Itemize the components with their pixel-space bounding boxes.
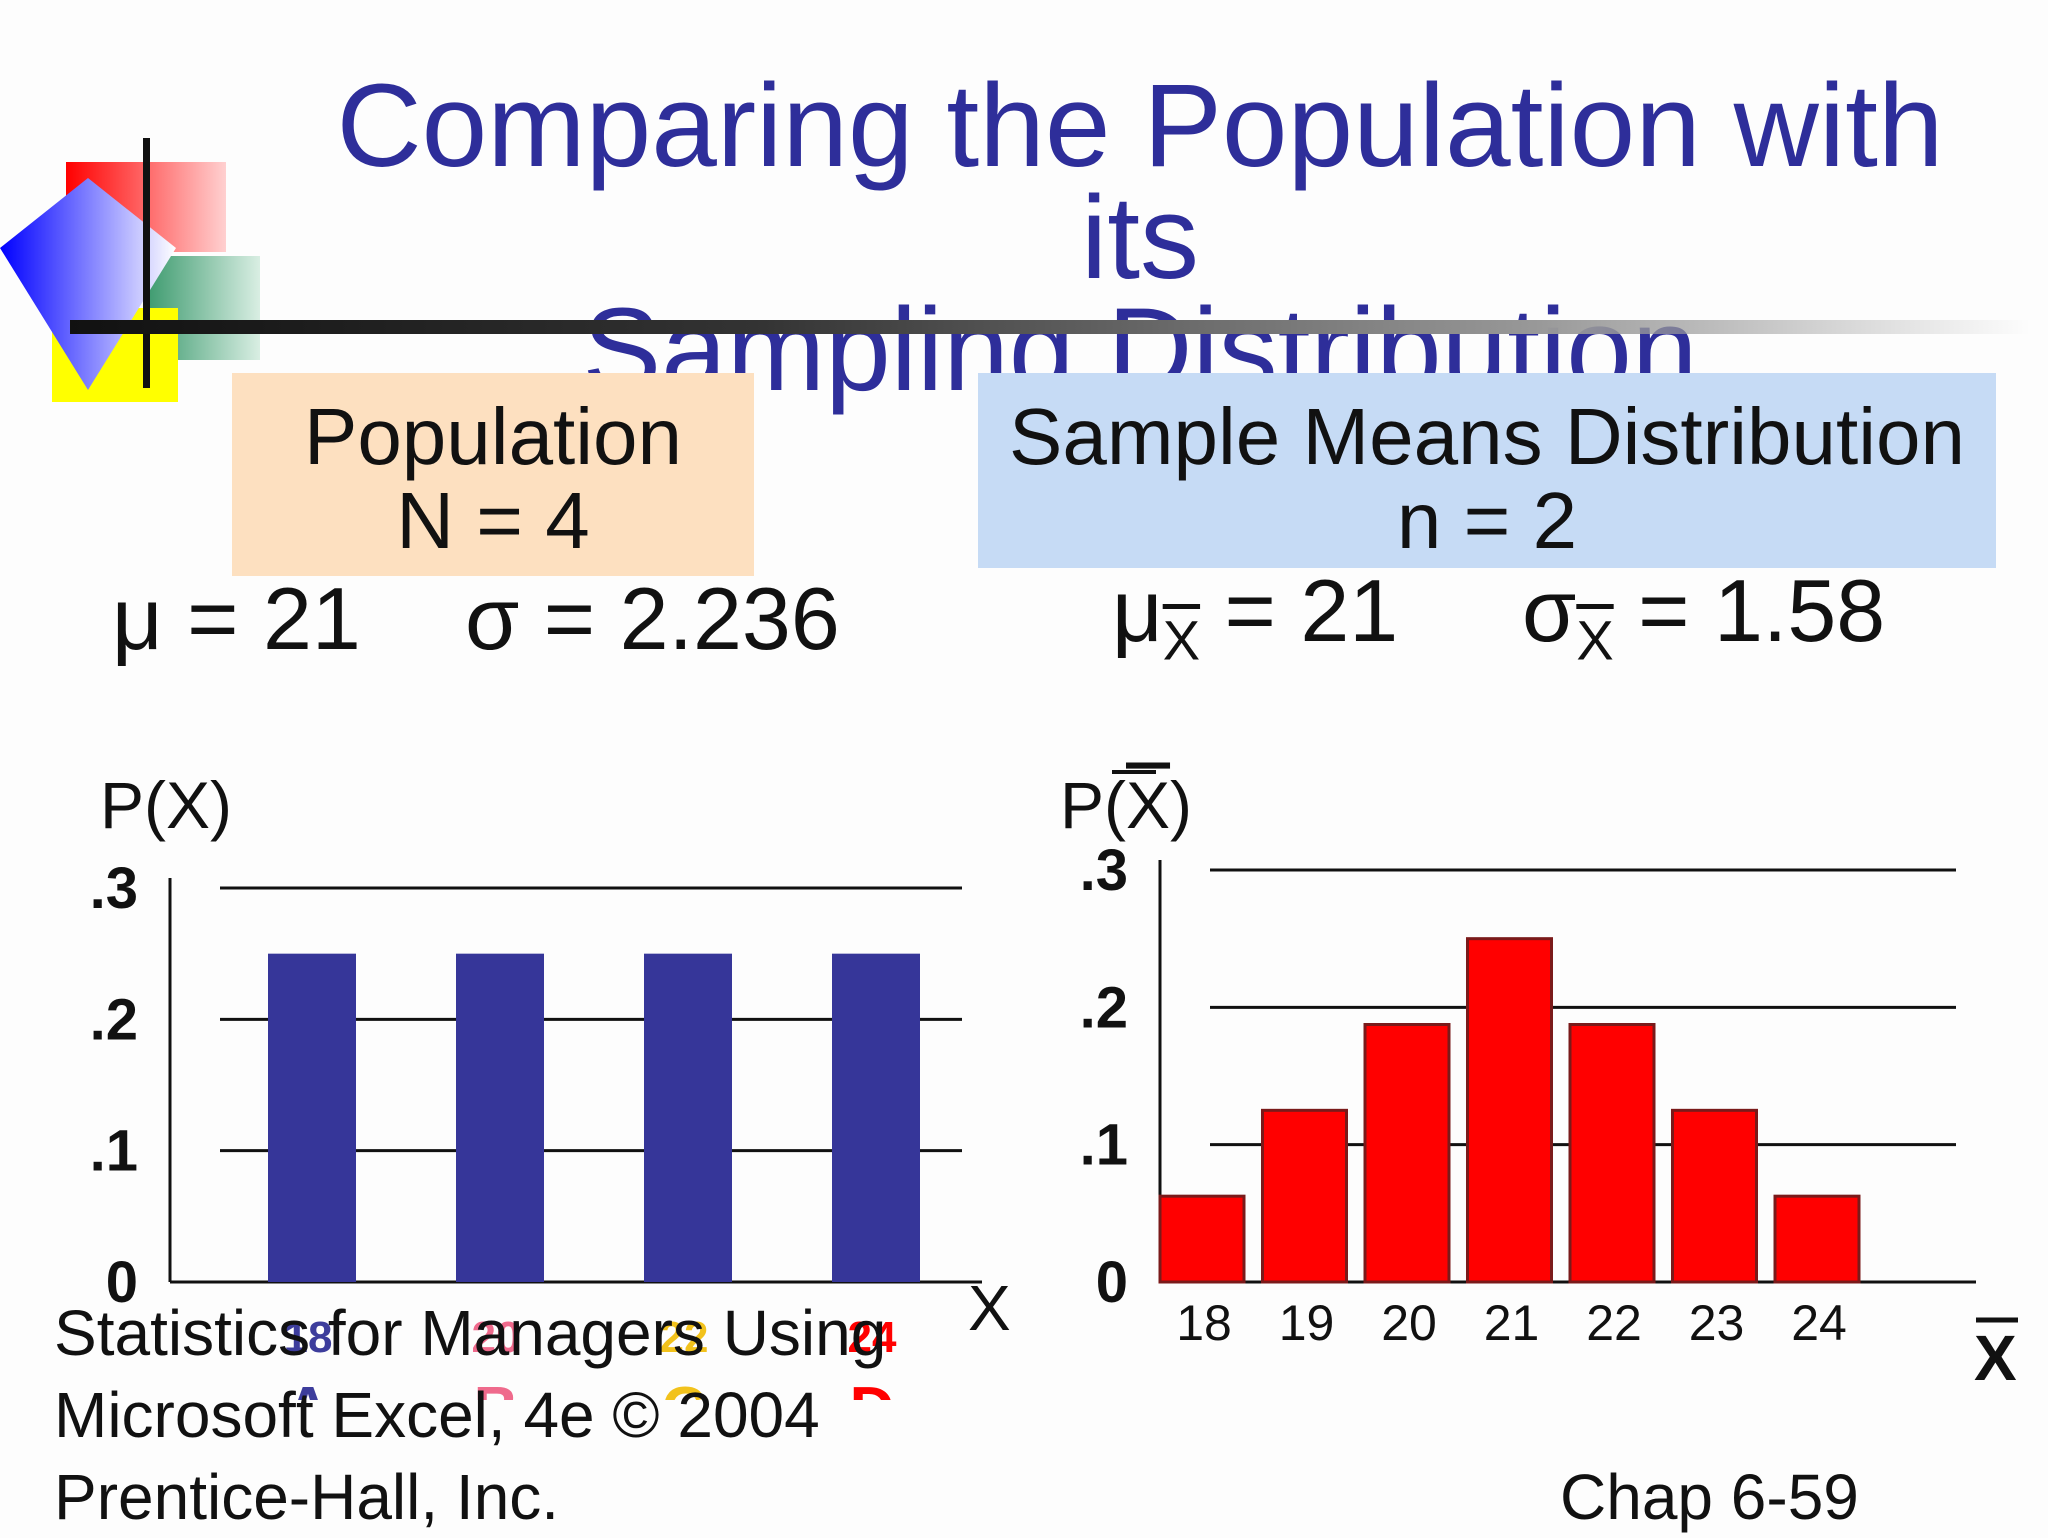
sample-sigma: σX = 1.58	[1522, 560, 1885, 673]
population-chart: .3 .2 .1 0 P(X) X 18 A 20 B 22 C 24 D	[90, 768, 1011, 1400]
y-axis-label: P(X)	[1060, 768, 1192, 842]
title-rule	[70, 320, 2030, 334]
category-letter: D	[850, 1375, 895, 1400]
chapter-label: Chap 6-59	[1560, 1461, 1859, 1533]
population-box: Population N = 4	[232, 373, 754, 576]
population-box-title: Population	[303, 392, 683, 481]
bar	[1158, 1194, 1246, 1284]
sample-sigma-subscript: X	[1576, 608, 1614, 672]
bar	[1261, 1108, 1348, 1284]
x-tick-label: 24	[1791, 1295, 1847, 1351]
population-box-sub: N = 4	[396, 476, 590, 565]
footer-line-3: Prentice-Hall, Inc.	[54, 1461, 560, 1533]
sample-box-sub: n = 2	[1396, 476, 1578, 565]
population-mu: μ = 21	[112, 569, 361, 668]
bar	[1363, 1023, 1451, 1284]
bar	[456, 953, 544, 1282]
x-tick-label: 23	[1689, 1295, 1745, 1351]
footer-line-1: Statistics for Managers Using	[54, 1297, 887, 1369]
sample-mu-value: = 21	[1224, 561, 1399, 660]
sample-mu-symbol: μ	[1112, 561, 1163, 660]
x-tick-label: 18	[1176, 1295, 1232, 1351]
sample-means-chart: .3 .2 .1 0 P(X) 18 19 20 21 22 23 24 X	[1060, 768, 2018, 1394]
sample-means-box: Sample Means Distribution n = 2	[978, 373, 1996, 568]
footer-credit: Statistics for Managers Using Microsoft …	[54, 1292, 886, 1538]
x-tick-label: 21	[1484, 1295, 1540, 1351]
bar	[1773, 1194, 1861, 1284]
y-tick-label: 0	[1096, 1250, 1128, 1315]
sample-mu-subscript: X	[1162, 608, 1201, 672]
category-label: 22	[660, 1313, 709, 1362]
x-tick-label: 19	[1279, 1295, 1335, 1351]
category-letter: A	[286, 1375, 331, 1400]
bar	[644, 953, 732, 1282]
category-letter: C	[662, 1375, 707, 1400]
sample-mu: μX = 21	[1112, 560, 1398, 673]
x-axis-label: X	[1974, 1322, 2017, 1394]
sample-sigma-value: = 1.58	[1638, 561, 1886, 660]
slide-title: Comparing the Population with its Sampli…	[270, 60, 2010, 409]
y-tick-label: .3	[90, 856, 138, 921]
category-letter: B	[474, 1375, 519, 1400]
y-tick-label: .1	[1080, 1113, 1128, 1178]
sample-box-title: Sample Means Distribution	[1009, 392, 1965, 481]
bar	[1466, 937, 1553, 1284]
footer-line-2: Microsoft Excel, 4e © 2004	[54, 1379, 820, 1451]
population-sigma: σ = 2.236	[465, 569, 840, 668]
bar	[832, 953, 920, 1282]
x-tick-label: 20	[1381, 1295, 1437, 1351]
y-tick-label: .2	[1080, 975, 1128, 1040]
y-tick-label: .1	[90, 1119, 138, 1184]
category-label: 20	[472, 1313, 521, 1362]
category-label: 24	[848, 1313, 897, 1362]
bar	[1568, 1023, 1656, 1284]
y-tick-label: 0	[106, 1250, 138, 1315]
y-tick-label: .3	[1080, 838, 1128, 903]
slide-logo	[0, 138, 270, 402]
bar	[268, 953, 356, 1282]
x-tick-label: 22	[1586, 1295, 1642, 1351]
y-axis-label: P(X)	[100, 768, 232, 842]
x-axis-label: X	[968, 1272, 1011, 1344]
y-tick-label: .2	[90, 987, 138, 1052]
bar	[1671, 1108, 1758, 1284]
category-label: 18	[284, 1313, 333, 1362]
sample-sigma-symbol: σ	[1522, 561, 1577, 660]
title-line-1: Comparing the Population with its	[336, 60, 1944, 304]
